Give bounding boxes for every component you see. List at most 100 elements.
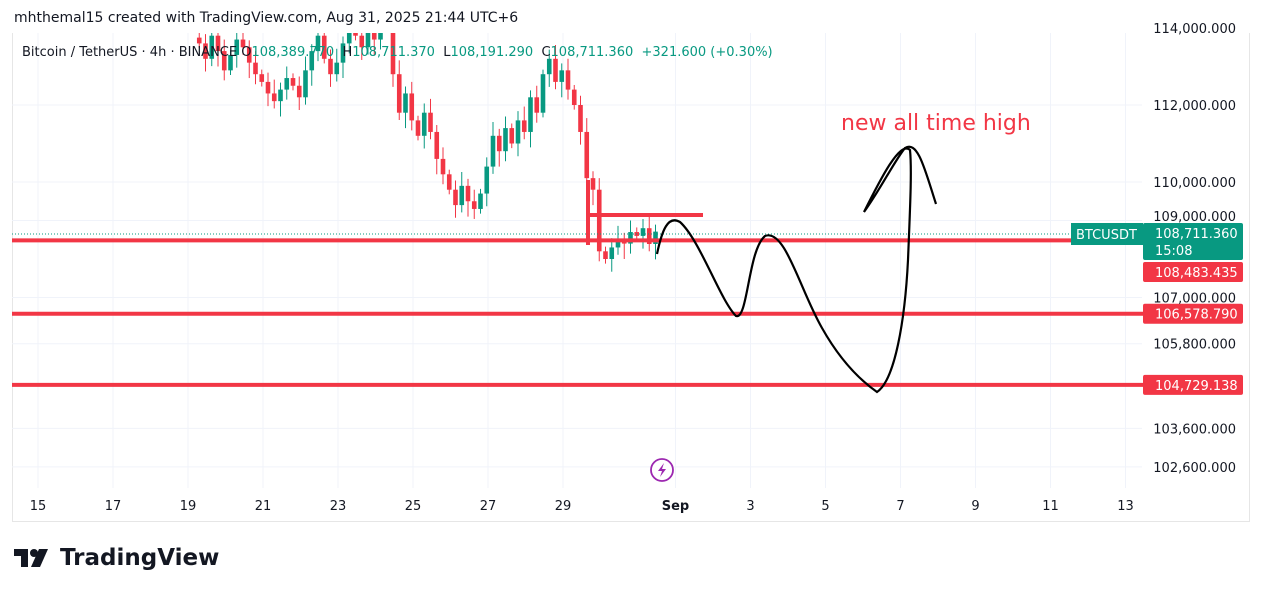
logo-text: TradingView — [60, 545, 220, 571]
candle-body — [265, 81, 271, 94]
candle-body — [590, 178, 596, 190]
candle-body — [278, 89, 283, 102]
candle-body — [471, 201, 477, 209]
candle-body — [309, 51, 315, 71]
chart-area[interactable] — [12, 33, 1250, 522]
candle-body — [603, 251, 608, 259]
open-value: 108,389.770 — [251, 45, 335, 60]
level-label: 106,578.790 — [1155, 308, 1238, 323]
candle-body — [240, 39, 246, 48]
x-tick-label: 21 — [255, 499, 272, 514]
candle-body — [521, 120, 527, 132]
candle-body — [353, 33, 358, 36]
candle-body — [221, 51, 227, 71]
candle-body — [259, 74, 265, 82]
x-tick-label: 11 — [1042, 499, 1059, 514]
x-tick-label: Sep — [662, 499, 690, 514]
candle-body — [559, 70, 565, 82]
candle-body — [609, 247, 615, 259]
candle-body — [540, 74, 546, 113]
candle-body — [653, 231, 658, 244]
candle-body — [640, 228, 646, 236]
candle-body — [428, 112, 433, 132]
level-badge — [1143, 303, 1243, 324]
candle-body — [415, 120, 421, 136]
candle-body — [228, 54, 233, 71]
tradingview-logo[interactable]: TradingView — [14, 545, 219, 571]
candle-body — [334, 62, 340, 75]
candle-body — [365, 33, 371, 48]
candle-body — [346, 33, 352, 44]
candle-body — [459, 185, 465, 206]
x-tick-label: 25 — [405, 499, 422, 514]
candle-body — [253, 62, 258, 75]
x-tick-label: 19 — [180, 499, 197, 514]
candle-body — [315, 35, 321, 52]
candle-body — [384, 20, 389, 28]
last-price: 108,711.360 — [1155, 227, 1238, 242]
change-value: +321.600 (+0.30%) — [641, 45, 773, 60]
close-label: C — [541, 45, 551, 60]
high-value: 108,711.370 — [352, 45, 435, 60]
x-tick-label: 3 — [746, 499, 754, 514]
ohlc-legend: Bitcoin / TetherUS · 4h · BINANCE O108,3… — [22, 45, 773, 60]
candle-body — [271, 93, 277, 102]
candle-body — [453, 189, 458, 206]
candle-body — [296, 85, 302, 98]
candle-body — [571, 89, 577, 105]
x-tick-label: 5 — [821, 499, 829, 514]
open-label: O — [241, 45, 252, 60]
x-tick-label: 29 — [555, 499, 572, 514]
y-tick-label: 110,000.000 — [1153, 176, 1236, 191]
candle-body — [646, 228, 652, 244]
candle-body — [528, 97, 533, 132]
x-tick-label: 15 — [30, 499, 47, 514]
x-tick-label: 23 — [330, 499, 347, 514]
candle-body — [403, 93, 408, 113]
candle-body — [503, 128, 508, 152]
candle-body — [615, 239, 621, 248]
candle-body — [628, 232, 633, 244]
candle-body — [196, 37, 202, 44]
candle-body — [290, 78, 296, 86]
candle-body — [584, 131, 590, 179]
x-tick-label: 13 — [1117, 499, 1134, 514]
candle-body — [496, 135, 502, 152]
x-tick-label: 27 — [480, 499, 497, 514]
candle-body — [565, 70, 571, 90]
candle-body — [303, 70, 308, 98]
candle-body — [209, 35, 215, 59]
y-tick-label: 107,000.000 — [1153, 292, 1236, 307]
candle-body — [234, 39, 240, 55]
lightning-icon[interactable] — [650, 458, 674, 482]
x-tick-label: 9 — [971, 499, 979, 514]
level-badge — [1143, 374, 1243, 395]
close-value: 108,711.360 — [550, 45, 634, 60]
candle-body — [515, 120, 521, 144]
candle-body — [321, 35, 327, 59]
level-label: 104,729.138 — [1155, 379, 1238, 394]
ticker-label-bg — [1071, 223, 1143, 245]
y-tick-label: 102,600.000 — [1153, 461, 1236, 476]
annotation-text: new all time high — [841, 111, 1031, 136]
candle-body — [596, 189, 602, 252]
candle-body — [421, 112, 427, 136]
y-tick-label: 114,000.000 — [1153, 22, 1236, 37]
x-tick-label: 17 — [105, 499, 122, 514]
chart-credit: mhthemal15 created with TradingView.com,… — [14, 10, 519, 26]
low-value: 108,191.290 — [450, 45, 534, 60]
symbol-info[interactable]: Bitcoin / TetherUS · 4h · BINANCE — [22, 45, 238, 60]
y-tick-label: 109,000.000 — [1153, 210, 1236, 225]
candle-body — [578, 105, 583, 132]
tradingview-logo-icon — [14, 549, 48, 567]
x-tick-label: 7 — [896, 499, 904, 514]
resistance-box-drawing — [586, 180, 703, 245]
countdown: 15:08 — [1155, 244, 1192, 259]
level-label: 108,483.435 — [1155, 266, 1238, 281]
candle-body — [553, 58, 558, 82]
level-badge — [1143, 262, 1243, 282]
y-tick-label: 112,000.000 — [1153, 99, 1236, 114]
candle-body — [284, 78, 290, 90]
low-label: L — [443, 45, 451, 60]
